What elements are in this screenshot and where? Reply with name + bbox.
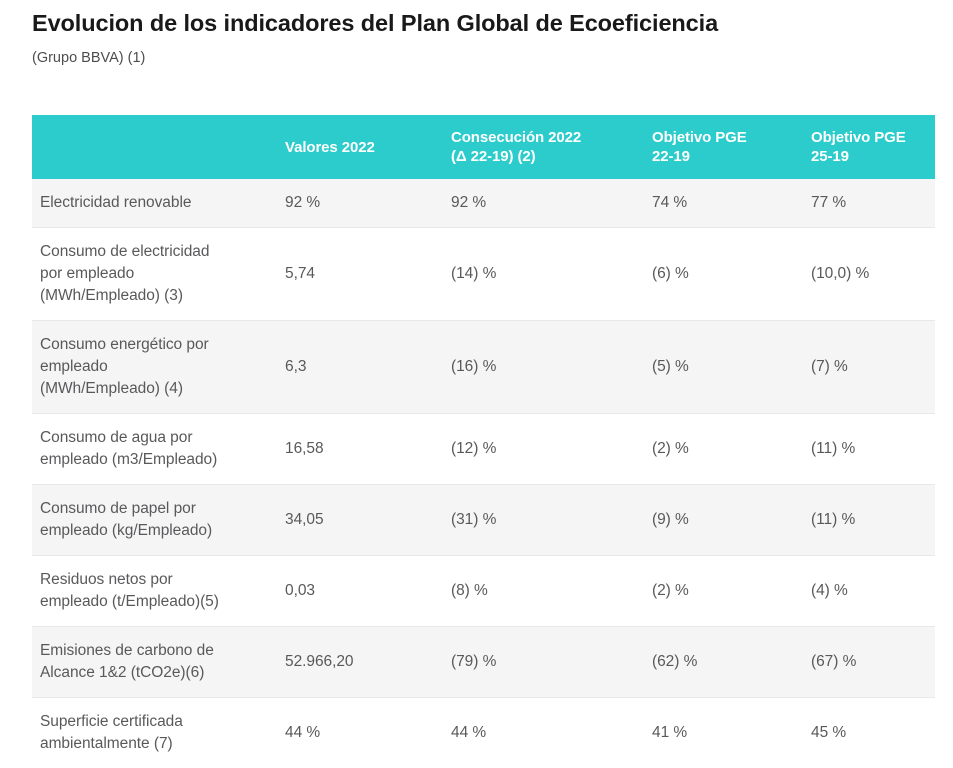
row-value-cell: (8) % xyxy=(446,556,646,627)
column-header-objetivo-pge-25-19-label: Objetivo PGE 25-19 xyxy=(805,128,935,166)
column-header-objetivo-pge-22-19-label: Objetivo PGE 22-19 xyxy=(646,128,805,166)
table-row: Residuos netos por empleado (t/Empleado)… xyxy=(32,556,935,627)
page-title: Evolucion de los indicadores del Plan Gl… xyxy=(32,8,953,38)
row-value-cell: (79) % xyxy=(446,627,646,698)
row-value-cell: 44 % xyxy=(446,698,646,768)
indicators-table: Valores 2022 Consecución 2022 (Δ 22-19) … xyxy=(32,115,935,768)
row-value-cell: (67) % xyxy=(805,627,935,698)
row-label-cell: Consumo de electricidad por empleado (MW… xyxy=(32,228,279,321)
row-value-cell: 16,58 xyxy=(279,414,446,485)
table-row: Superficie certificada ambientalmente (7… xyxy=(32,698,935,768)
column-header-indicator xyxy=(32,115,279,179)
row-label-cell: Consumo energético por empleado (MWh/Emp… xyxy=(32,321,279,414)
row-value-cell: 92 % xyxy=(446,179,646,228)
row-value-cell: (16) % xyxy=(446,321,646,414)
row-value-cell: (14) % xyxy=(446,228,646,321)
row-value-cell: (2) % xyxy=(646,556,805,627)
column-header-objetivo-pge-22-19: Objetivo PGE 22-19 xyxy=(646,115,805,179)
row-value-cell: (6) % xyxy=(646,228,805,321)
row-value-cell: 52.966,20 xyxy=(279,627,446,698)
row-value-cell: 77 % xyxy=(805,179,935,228)
row-value-cell: (10,0) % xyxy=(805,228,935,321)
table-row: Consumo de papel por empleado (kg/Emplea… xyxy=(32,485,935,556)
table-row: Consumo de electricidad por empleado (MW… xyxy=(32,228,935,321)
column-header-valores-2022: Valores 2022 xyxy=(279,115,446,179)
row-value-cell: 92 % xyxy=(279,179,446,228)
table-header-row: Valores 2022 Consecución 2022 (Δ 22-19) … xyxy=(32,115,935,179)
indicators-table-container: Valores 2022 Consecución 2022 (Δ 22-19) … xyxy=(32,115,935,768)
row-label-cell: Emisiones de carbono de Alcance 1&2 (tCO… xyxy=(32,627,279,698)
row-value-cell: 34,05 xyxy=(279,485,446,556)
row-value-cell: 44 % xyxy=(279,698,446,768)
row-value-cell: (12) % xyxy=(446,414,646,485)
row-value-cell: (11) % xyxy=(805,414,935,485)
row-value-cell: (9) % xyxy=(646,485,805,556)
row-value-cell: 0,03 xyxy=(279,556,446,627)
row-value-cell: (31) % xyxy=(446,485,646,556)
column-header-objetivo-pge-25-19: Objetivo PGE 25-19 xyxy=(805,115,935,179)
row-value-cell: 74 % xyxy=(646,179,805,228)
row-value-cell: (62) % xyxy=(646,627,805,698)
row-value-cell: 5,74 xyxy=(279,228,446,321)
column-header-consecucion-2022: Consecución 2022 (Δ 22-19) (2) xyxy=(446,115,646,179)
table-row: Consumo energético por empleado (MWh/Emp… xyxy=(32,321,935,414)
row-value-cell: 6,3 xyxy=(279,321,446,414)
table-header: Valores 2022 Consecución 2022 (Δ 22-19) … xyxy=(32,115,935,179)
row-value-cell: 41 % xyxy=(646,698,805,768)
table-row: Emisiones de carbono de Alcance 1&2 (tCO… xyxy=(32,627,935,698)
row-value-cell: (11) % xyxy=(805,485,935,556)
row-value-cell: (2) % xyxy=(646,414,805,485)
row-value-cell: 45 % xyxy=(805,698,935,768)
page-root: Evolucion de los indicadores del Plan Gl… xyxy=(0,0,953,745)
row-label-cell: Residuos netos por empleado (t/Empleado)… xyxy=(32,556,279,627)
heading-block: Evolucion de los indicadores del Plan Gl… xyxy=(0,0,953,68)
row-label-cell: Superficie certificada ambientalmente (7… xyxy=(32,698,279,768)
row-label-cell: Consumo de papel por empleado (kg/Emplea… xyxy=(32,485,279,556)
row-value-cell: (4) % xyxy=(805,556,935,627)
column-header-consecucion-2022-label: Consecución 2022 (Δ 22-19) (2) xyxy=(446,128,646,166)
column-header-valores-2022-label: Valores 2022 xyxy=(279,138,446,157)
row-value-cell: (5) % xyxy=(646,321,805,414)
row-label-cell: Consumo de agua por empleado (m3/Emplead… xyxy=(32,414,279,485)
row-value-cell: (7) % xyxy=(805,321,935,414)
row-label-cell: Electricidad renovable xyxy=(32,179,279,228)
page-subtitle: (Grupo BBVA) (1) xyxy=(32,38,953,68)
table-row: Consumo de agua por empleado (m3/Emplead… xyxy=(32,414,935,485)
